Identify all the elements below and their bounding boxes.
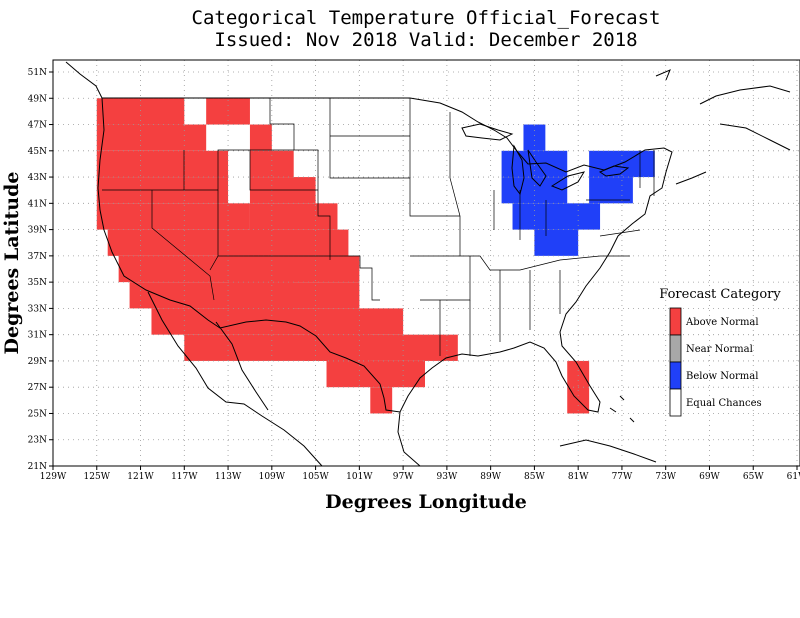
map-plot-area [53, 60, 800, 467]
legend-swatch [669, 334, 682, 363]
lat-tick-label: 41N [28, 199, 47, 209]
lat-tick-label: 37N [28, 252, 47, 262]
lat-tick-label: 23N [28, 436, 47, 446]
canada-coast [65, 61, 791, 185]
lon-tick-label: 85W [524, 472, 545, 482]
map-title-line2: Issued: Nov 2018 Valid: December 2018 [214, 29, 637, 51]
legend-swatch [669, 388, 682, 417]
legend-label: Below Normal [686, 371, 758, 382]
lon-tick-label: 105W [302, 472, 329, 482]
above-normal-region [107, 229, 272, 256]
lon-tick-label: 77W [612, 472, 633, 482]
lon-tick-label: 113W [215, 472, 242, 482]
y-axis-label: Degrees Latitude [1, 172, 23, 355]
legend-label: Above Normal [685, 317, 759, 328]
above-normal-region [228, 255, 360, 283]
above-normal-region [249, 229, 349, 256]
lat-tick-label: 25N [28, 409, 47, 419]
mexico-coast [147, 291, 421, 467]
map-title-line1: Categorical Temperature Official_Forecas… [192, 7, 661, 29]
map-frame [52, 59, 800, 467]
lat-tick-label: 43N [28, 173, 47, 183]
above-normal-region [96, 124, 207, 151]
lon-tick-label: 81W [568, 472, 589, 482]
above-normal-region [326, 360, 425, 388]
below-normal-region [512, 203, 601, 230]
lon-tick-label: 97W [393, 472, 414, 482]
lat-tick-label: 45N [28, 147, 47, 157]
lat-tick-label: 21N [28, 462, 47, 472]
above-normal-region [228, 282, 360, 309]
lon-tick-label: 125W [84, 472, 111, 482]
x-axis-label: Degrees Longitude [325, 491, 527, 513]
below-normal-region [534, 229, 579, 256]
state-borders [102, 98, 655, 356]
below-normal-region [589, 177, 633, 204]
legend-label: Near Normal [686, 344, 753, 355]
lon-tick-label: 93W [437, 472, 458, 482]
lat-tick-label: 51N [28, 68, 47, 78]
above-normal-region [249, 124, 272, 151]
above-normal-region [249, 150, 294, 178]
above-normal-region [96, 150, 229, 178]
lat-tick-label: 27N [28, 383, 47, 393]
longitude-ticks: 129W 125W 121W 117W 113W 109W 105W 101W 97W 93W 89… [40, 466, 800, 482]
legend: Forecast Category Above Normal Near Norma… [659, 287, 781, 417]
legend-swatch [669, 361, 682, 390]
lon-tick-label: 121W [127, 472, 154, 482]
below-normal-region [523, 124, 546, 151]
lon-tick-label: 129W [40, 472, 67, 482]
latitude-ticks: 21N 23N 25N 27N 29N 31N 33N 35N 37N 39N 41N 43N 45N 4… [28, 68, 53, 472]
lat-tick-label: 33N [28, 304, 47, 314]
above-normal-region [304, 334, 458, 361]
lat-tick-label: 31N [28, 331, 47, 341]
lon-tick-label: 101W [346, 472, 373, 482]
lon-tick-label: 69W [699, 472, 720, 482]
lon-tick-label: 61W [787, 472, 800, 482]
lon-tick-label: 65W [743, 472, 764, 482]
above-normal-region [96, 203, 250, 230]
lat-tick-label: 49N [28, 94, 47, 104]
lon-tick-label: 109W [259, 472, 286, 482]
lat-tick-label: 35N [28, 278, 47, 288]
lon-tick-label: 117W [171, 472, 198, 482]
legend-label: Equal Chances [686, 398, 762, 409]
above-normal-region [249, 203, 338, 230]
caribbean-islands [559, 395, 657, 463]
legend-swatch [669, 307, 682, 336]
conus-outline [97, 97, 673, 413]
lon-tick-label: 73W [655, 472, 676, 482]
lat-tick-label: 29N [28, 357, 47, 367]
legend-title: Forecast Category [659, 287, 781, 302]
lon-tick-label: 89W [480, 472, 501, 482]
lat-tick-label: 47N [28, 121, 47, 131]
legend-items: Above Normal Near Normal Below Normal Equal… [669, 307, 762, 417]
lat-tick-label: 39N [28, 226, 47, 236]
above-normal-region [370, 387, 393, 414]
